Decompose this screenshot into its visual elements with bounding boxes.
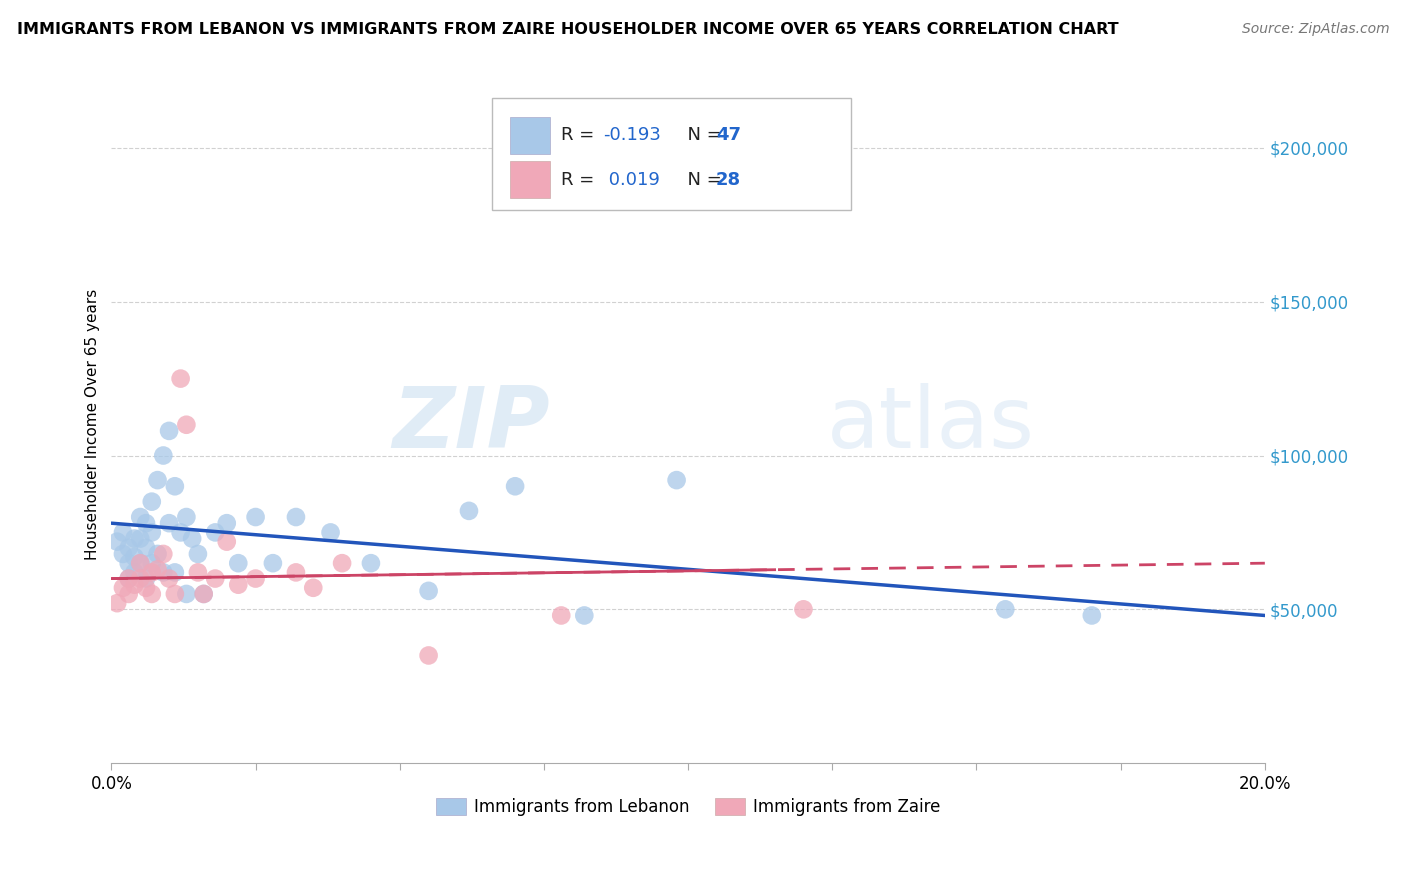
Point <box>124 578 146 592</box>
Point <box>284 510 307 524</box>
Point <box>163 587 186 601</box>
Point <box>124 532 146 546</box>
Point <box>118 572 141 586</box>
Point <box>215 516 238 531</box>
Point <box>118 541 141 555</box>
Point <box>111 525 134 540</box>
Text: N =: N = <box>676 127 728 145</box>
Point <box>360 556 382 570</box>
Point <box>994 602 1017 616</box>
Text: ZIP: ZIP <box>392 384 550 467</box>
Point <box>187 547 209 561</box>
Point <box>284 566 307 580</box>
Point <box>418 583 440 598</box>
Point <box>141 566 163 580</box>
Point <box>215 534 238 549</box>
Point <box>193 587 215 601</box>
Point <box>792 602 814 616</box>
Point <box>146 547 169 561</box>
Point <box>187 566 209 580</box>
Point <box>129 556 152 570</box>
Point <box>176 587 198 601</box>
Point <box>141 494 163 508</box>
Point <box>226 556 249 570</box>
Point <box>141 525 163 540</box>
Y-axis label: Householder Income Over 65 years: Householder Income Over 65 years <box>86 289 100 560</box>
Point <box>302 581 325 595</box>
Text: -0.193: -0.193 <box>603 127 661 145</box>
Point <box>146 473 169 487</box>
Point <box>163 479 186 493</box>
Point <box>141 556 163 570</box>
Point <box>574 608 596 623</box>
Text: R =: R = <box>561 170 600 188</box>
Point <box>169 371 191 385</box>
Point <box>226 578 249 592</box>
Point <box>330 556 353 570</box>
Point <box>176 417 198 432</box>
Text: 28: 28 <box>716 170 741 188</box>
Text: R =: R = <box>561 127 600 145</box>
Point <box>169 525 191 540</box>
Point <box>129 510 152 524</box>
Point <box>193 587 215 601</box>
Point <box>105 596 128 610</box>
Point <box>111 547 134 561</box>
Point <box>319 525 342 540</box>
Point <box>204 572 226 586</box>
Point <box>135 581 157 595</box>
Point <box>1081 608 1104 623</box>
Text: N =: N = <box>676 170 728 188</box>
Point <box>146 562 169 576</box>
Point <box>135 516 157 531</box>
Text: IMMIGRANTS FROM LEBANON VS IMMIGRANTS FROM ZAIRE HOUSEHOLDER INCOME OVER 65 YEAR: IMMIGRANTS FROM LEBANON VS IMMIGRANTS FR… <box>17 22 1119 37</box>
Point <box>135 541 157 555</box>
Point <box>262 556 284 570</box>
Point <box>245 572 267 586</box>
Point <box>163 566 186 580</box>
Text: atlas: atlas <box>827 384 1035 467</box>
Text: Source: ZipAtlas.com: Source: ZipAtlas.com <box>1241 22 1389 37</box>
Point <box>135 572 157 586</box>
Point <box>152 566 174 580</box>
Point <box>124 566 146 580</box>
Point <box>118 556 141 570</box>
Point <box>245 510 267 524</box>
Point <box>157 572 180 586</box>
Legend: Immigrants from Lebanon, Immigrants from Zaire: Immigrants from Lebanon, Immigrants from… <box>429 791 948 822</box>
Point <box>152 547 174 561</box>
Point <box>152 449 174 463</box>
Point <box>124 549 146 564</box>
Point <box>176 510 198 524</box>
Point <box>111 581 134 595</box>
Point <box>105 534 128 549</box>
Point <box>418 648 440 663</box>
Point <box>204 525 226 540</box>
Point <box>141 587 163 601</box>
Text: 0.019: 0.019 <box>603 170 661 188</box>
Point <box>665 473 688 487</box>
Point <box>458 504 481 518</box>
Point <box>157 516 180 531</box>
Point <box>503 479 526 493</box>
Point <box>118 572 141 586</box>
Point <box>550 608 572 623</box>
Point <box>129 532 152 546</box>
Point <box>118 587 141 601</box>
Point <box>129 556 152 570</box>
Text: 47: 47 <box>716 127 741 145</box>
Point <box>181 532 204 546</box>
Point <box>129 572 152 586</box>
Point <box>157 424 180 438</box>
